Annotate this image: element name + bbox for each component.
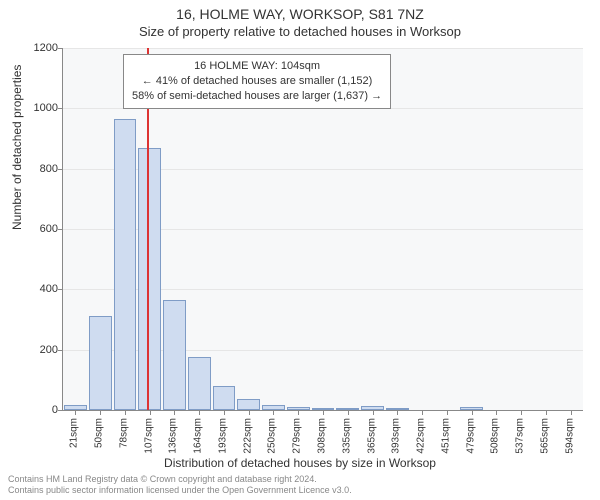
x-tick-label: 250sqm: [267, 418, 278, 454]
footer-line1: Contains HM Land Registry data © Crown c…: [8, 474, 352, 485]
x-tick-label: 164sqm: [193, 418, 204, 454]
x-tick-label: 136sqm: [168, 418, 179, 454]
y-tick-label: 1000: [24, 102, 58, 114]
footer-attribution: Contains HM Land Registry data © Crown c…: [8, 474, 352, 497]
y-axis-label: Number of detached properties: [10, 65, 24, 230]
histogram-bar: [138, 148, 161, 410]
annotation-box: 16 HOLME WAY: 104sqm← 41% of detached ho…: [123, 54, 391, 109]
x-tick-label: 365sqm: [366, 418, 377, 454]
histogram-bar: [237, 399, 260, 410]
annotation-line1: 16 HOLME WAY: 104sqm: [132, 59, 382, 74]
x-tick-label: 279sqm: [292, 418, 303, 454]
x-tick-label: 594sqm: [564, 418, 575, 454]
x-tick-label: 78sqm: [118, 418, 129, 448]
annotation-line2: ← 41% of detached houses are smaller (1,…: [132, 74, 382, 89]
x-tick-label: 193sqm: [217, 418, 228, 454]
x-tick-label: 508sqm: [490, 418, 501, 454]
footer-line2: Contains public sector information licen…: [8, 485, 352, 496]
x-tick-label: 335sqm: [341, 418, 352, 454]
y-tick-label: 800: [24, 163, 58, 175]
page-title-address: 16, HOLME WAY, WORKSOP, S81 7NZ: [0, 6, 600, 22]
x-tick-label: 50sqm: [94, 418, 105, 448]
x-tick-label: 308sqm: [317, 418, 328, 454]
x-axis-label: Distribution of detached houses by size …: [0, 456, 600, 470]
histogram-bar: [114, 119, 137, 410]
x-tick-label: 393sqm: [391, 418, 402, 454]
x-tick-label: 479sqm: [465, 418, 476, 454]
histogram-bar: [89, 316, 112, 410]
y-tick-label: 400: [24, 283, 58, 295]
x-tick-label: 222sqm: [242, 418, 253, 454]
page-subtitle: Size of property relative to detached ho…: [0, 24, 600, 39]
x-tick-label: 107sqm: [143, 418, 154, 454]
annotation-line3: 58% of semi-detached houses are larger (…: [132, 89, 382, 104]
y-tick-label: 1200: [24, 42, 58, 54]
x-tick-label: 21sqm: [69, 418, 80, 448]
y-tick-label: 0: [24, 404, 58, 416]
gridline: [63, 48, 583, 49]
x-tick-label: 537sqm: [515, 418, 526, 454]
x-tick-label: 451sqm: [440, 418, 451, 454]
chart-plot-area: 16 HOLME WAY: 104sqm← 41% of detached ho…: [62, 48, 583, 411]
x-tick-label: 422sqm: [416, 418, 427, 454]
y-tick-label: 200: [24, 344, 58, 356]
histogram-bar: [188, 357, 211, 410]
y-tick-label: 600: [24, 223, 58, 235]
histogram-bar: [163, 300, 186, 410]
x-tick-label: 565sqm: [539, 418, 550, 454]
histogram-bar: [213, 386, 236, 410]
